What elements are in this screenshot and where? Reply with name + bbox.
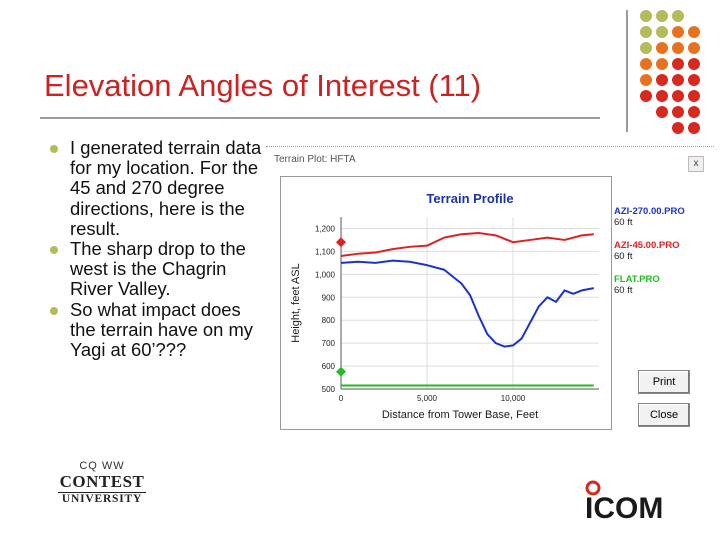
y-tick-label: 1,000 [315,270,336,279]
decorative-dot [688,42,700,54]
decorative-dot [672,122,684,134]
y-tick-label: 600 [322,362,336,371]
decorative-dot [656,106,668,118]
y-tick-label: 500 [322,385,336,394]
bullet-dot-icon [50,306,58,315]
bullet-dot-icon [50,246,58,255]
decorative-dot [672,90,684,102]
decorative-dot [672,26,684,38]
bullet-text: The sharp drop to the west is the Chagri… [70,238,246,300]
print-button[interactable]: Print [638,370,690,394]
decorative-dot [640,42,652,54]
chart-title: Terrain Profile [426,191,513,206]
cu-logo-sub: UNIVERSITY [61,493,143,505]
decorative-dot [656,26,668,38]
window-close-button[interactable]: x [688,156,704,172]
y-axis-label: Height, feet ASL [290,263,302,343]
bullet-dot-icon [50,145,58,153]
decorative-dot [672,42,684,54]
decorative-dot [688,58,700,70]
decorative-dot [656,10,668,22]
cu-logo-rule [58,492,146,493]
x-tick-label: 0 [339,394,344,403]
bullet-text: So what impact does the terrain have on … [70,298,253,361]
icom-circle-icon [585,480,601,496]
decorative-dot [640,58,652,70]
y-tick-label: 900 [322,293,336,302]
decorative-dot [640,90,652,102]
contest-university-logo: CQ WW CONTEST UNIVERSITY [54,460,150,520]
antenna-marker [336,237,346,248]
window-top-border [266,146,714,150]
x-axis-label: Distance from Tower Base, Feet [382,409,538,421]
terrain-profile-chart: Terrain Profile 500 600 700 800 900 1,000 1,100… [290,191,599,421]
window-title: Terrain Plot: HFTA [274,154,356,165]
decorative-dot [672,106,684,118]
series-line-azi-270-00-pro [340,259,595,348]
bullet-text: I generated terrain data for my location… [70,137,262,239]
x-tick-label: 10,000 [501,394,526,403]
legend-series-height: 60 ft [614,251,633,262]
y-tick-label: 700 [322,339,336,348]
y-tick-label: 800 [322,316,336,325]
icom-logo-text: ICOM [585,492,663,522]
bullet-list: I generated terrain data for my location… [50,137,270,361]
x-tick-label: 5,000 [417,394,438,403]
title-divider [40,117,600,119]
decorative-dot [656,90,668,102]
y-tick-label: 1,200 [315,224,336,233]
decorative-dot [672,58,684,70]
legend-item: AZI-270.00.PRO 60 ft [614,206,714,228]
decorative-dot [688,106,700,118]
decorative-dot [656,42,668,54]
icom-logo-mark: ICOM [585,480,663,525]
legend-series-height: 60 ft [614,217,633,228]
legend-series-height: 60 ft [614,285,633,296]
decorative-dot [640,10,652,22]
legend: AZI-270.00.PRO 60 ft AZI-45.00.PRO 60 ft… [614,206,714,308]
decorative-dot [656,58,668,70]
bullet-item: The sharp drop to the west is the Chagri… [50,238,270,300]
bullet-item: I generated terrain data for my location… [50,137,270,239]
terrain-plot-window: Terrain Plot: HFTA x Terrain Profile 500 6… [266,146,714,436]
decorative-dot [640,74,652,86]
decorative-dot [672,74,684,86]
legend-series-name: FLAT.PRO [614,274,660,285]
legend-series-name: AZI-270.00.PRO [614,206,685,217]
decorative-dot [688,26,700,38]
decorative-dot [688,74,700,86]
icom-logo: ICOM [585,478,675,525]
bullet-item: So what impact does the terrain have on … [50,298,270,361]
close-button[interactable]: Close [638,403,690,427]
series-line-azi-45-00-pro [340,232,594,257]
legend-item: FLAT.PRO 60 ft [614,274,714,296]
y-tick-label: 1,100 [315,247,336,256]
plot-frame: Terrain Profile 500 600 700 800 900 1,000 1,100… [280,176,612,430]
slide-title: Elevation Angles of Interest (11) [44,68,482,103]
decorative-dot [640,26,652,38]
antenna-marker [336,366,346,377]
cu-logo-top: CQ WW [79,460,125,472]
legend-series-name: AZI-45.00.PRO [614,240,680,251]
cu-logo-main: CONTEST [59,472,145,491]
vertical-divider [626,10,628,132]
decorative-dot-grid [640,10,720,134]
legend-item: AZI-45.00.PRO 60 ft [614,240,714,262]
decorative-dot [672,10,684,22]
decorative-dot [656,74,668,86]
decorative-dot [688,90,700,102]
decorative-dot [688,122,700,134]
